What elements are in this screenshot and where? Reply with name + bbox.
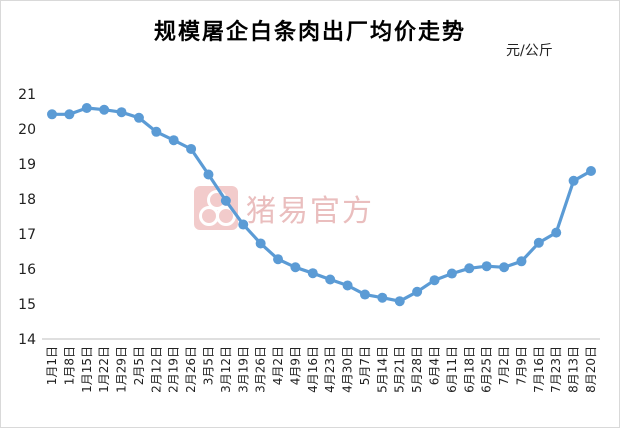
data-point xyxy=(394,296,405,307)
x-tick-label: 7月16日 xyxy=(532,346,546,393)
data-point xyxy=(290,262,301,273)
x-tick-label: 6月11日 xyxy=(445,346,459,393)
data-point xyxy=(586,166,596,176)
x-tick-label: 8月20日 xyxy=(584,346,598,393)
data-point xyxy=(499,262,510,273)
y-tick-label: 20 xyxy=(18,122,36,138)
y-tick-label: 15 xyxy=(18,297,36,313)
chart-title: 规模屠企白条肉出厂均价走势 xyxy=(153,19,466,45)
data-point xyxy=(568,175,579,186)
data-point xyxy=(81,103,92,113)
x-tick-label: 1月22日 xyxy=(97,346,111,393)
x-tick-label: 5月14日 xyxy=(375,346,389,393)
data-point xyxy=(533,237,544,248)
y-tick-label: 21 xyxy=(18,87,36,103)
x-tick-label: 8月13日 xyxy=(567,346,581,393)
x-tick-label: 6月4日 xyxy=(428,346,442,385)
data-point xyxy=(47,109,57,120)
data-point xyxy=(551,227,562,238)
x-tick-label: 3月5日 xyxy=(201,346,215,385)
data-point xyxy=(168,135,179,146)
x-tick-label: 3月12日 xyxy=(219,346,233,393)
data-point xyxy=(273,254,284,265)
watermark-text: 猪易官方 xyxy=(246,194,374,229)
x-tick-label: 5月7日 xyxy=(358,346,372,385)
x-tick-label: 2月12日 xyxy=(149,346,163,393)
y-tick-label: 14 xyxy=(18,332,36,348)
data-point xyxy=(377,292,388,303)
x-tick-label: 3月26日 xyxy=(254,346,268,393)
y-tick-label: 17 xyxy=(18,227,36,243)
data-point xyxy=(255,238,266,249)
data-point xyxy=(151,126,162,137)
x-tick-label: 1月8日 xyxy=(62,346,76,385)
data-point xyxy=(325,274,336,285)
x-tick-label: 4月2日 xyxy=(271,346,285,385)
x-tick-label: 3月19日 xyxy=(236,346,250,393)
data-point xyxy=(116,107,127,118)
data-point xyxy=(64,109,75,120)
y-tick-label: 18 xyxy=(18,192,36,208)
data-point xyxy=(307,268,318,279)
x-tick-label: 7月23日 xyxy=(549,346,563,393)
data-point xyxy=(133,112,144,123)
data-point xyxy=(359,289,370,300)
data-point xyxy=(412,286,423,297)
x-tick-label: 4月23日 xyxy=(323,346,337,393)
unit-label: 元/公斤 xyxy=(506,43,553,59)
data-point xyxy=(464,263,475,274)
data-point xyxy=(220,195,231,206)
x-tick-label: 2月19日 xyxy=(167,346,181,393)
x-tick-label: 5月28日 xyxy=(410,346,424,393)
x-tick-label: 7月9日 xyxy=(514,346,528,385)
data-point xyxy=(186,143,197,154)
data-point xyxy=(203,169,214,180)
data-point xyxy=(429,275,440,286)
data-point xyxy=(446,268,457,279)
x-tick-label: 2月5日 xyxy=(132,346,146,385)
x-tick-label: 2月26日 xyxy=(184,346,198,393)
y-tick-label: 19 xyxy=(18,157,36,173)
x-tick-label: 4月9日 xyxy=(288,346,302,385)
y-tick-label: 16 xyxy=(18,262,36,278)
x-tick-label: 1月29日 xyxy=(115,346,129,393)
x-tick-label: 1月1日 xyxy=(45,346,59,385)
x-tick-label: 4月30日 xyxy=(341,346,355,393)
data-point xyxy=(516,256,527,267)
x-tick-label: 4月16日 xyxy=(306,346,320,393)
x-tick-label: 5月21日 xyxy=(393,346,407,393)
x-tick-label: 1月15日 xyxy=(80,346,94,393)
series-line xyxy=(52,106,592,303)
data-point xyxy=(481,261,492,272)
watermark: 猪易官方 xyxy=(194,186,374,230)
x-tick-label: 6月18日 xyxy=(462,346,476,393)
data-point xyxy=(238,219,249,230)
x-tick-label: 6月25日 xyxy=(480,346,494,393)
data-point xyxy=(99,104,110,115)
x-tick-label: 7月2日 xyxy=(497,346,511,385)
data-point xyxy=(342,280,353,291)
